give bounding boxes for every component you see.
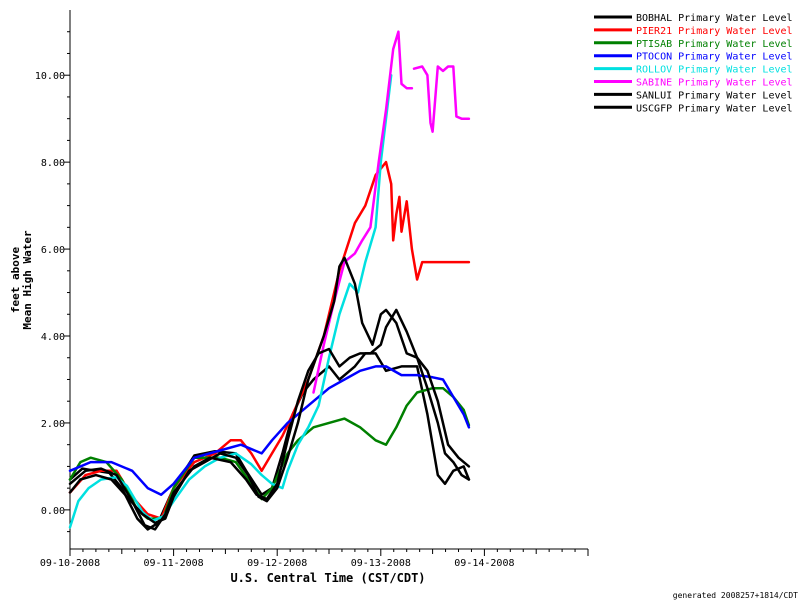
- y-axis-label-line-2: Mean High Water: [21, 230, 34, 330]
- series-line-sabine-segment-2: [412, 65, 471, 133]
- series-line-ptocon: [68, 365, 471, 496]
- legend-entry: PIER21 Primary Water Level: [636, 26, 793, 37]
- x-tick-label: 09-13-2008: [351, 558, 411, 569]
- legend-entry: SANLUI Primary Water Level: [636, 90, 793, 101]
- series-line-rollov: [68, 73, 393, 529]
- y-tick-label: 10.00: [35, 71, 65, 82]
- legend-entry: USCGFP Primary Water Level: [636, 103, 793, 114]
- y-tick-label: 4.00: [41, 332, 65, 343]
- y-tick-label: 8.00: [41, 158, 65, 169]
- x-tick-label: 09-10-2008: [40, 558, 100, 569]
- series-lines: [68, 30, 471, 531]
- legend-entry: ROLLOV Primary Water Level: [636, 65, 793, 76]
- x-tick-label: 09-14-2008: [454, 558, 514, 569]
- x-tick-label: 09-12-2008: [247, 558, 307, 569]
- series-line-bobhal: [68, 352, 471, 531]
- y-tick-label: 2.00: [41, 419, 65, 430]
- legend-entry: PTISAB Primary Water Level: [636, 39, 793, 50]
- x-axis-label: U.S. Central Time (CST/CDT): [230, 571, 425, 585]
- legend-entry: PTOCON Primary Water Level: [636, 52, 793, 63]
- series-line-sanlui: [68, 256, 471, 525]
- legend-entry: SABINE Primary Water Level: [636, 78, 793, 89]
- legend: BOBHAL Primary Water Level PIER21 Primary…: [594, 13, 793, 114]
- series-line-uscgfp: [68, 308, 471, 531]
- y-tick-label: 0.00: [41, 506, 65, 517]
- generated-footer: generated 2008257+1814/CDT: [673, 591, 798, 600]
- axes: 0.00 2.00 4.00 6.00 8.00 10.00 09-10-2008 09-11…: [35, 10, 589, 569]
- y-tick-label: 6.00: [41, 245, 65, 256]
- y-axis-label-line-1: feet above: [9, 247, 22, 314]
- x-tick-label: 09-11-2008: [143, 558, 203, 569]
- legend-entry: BOBHAL Primary Water Level: [636, 13, 793, 24]
